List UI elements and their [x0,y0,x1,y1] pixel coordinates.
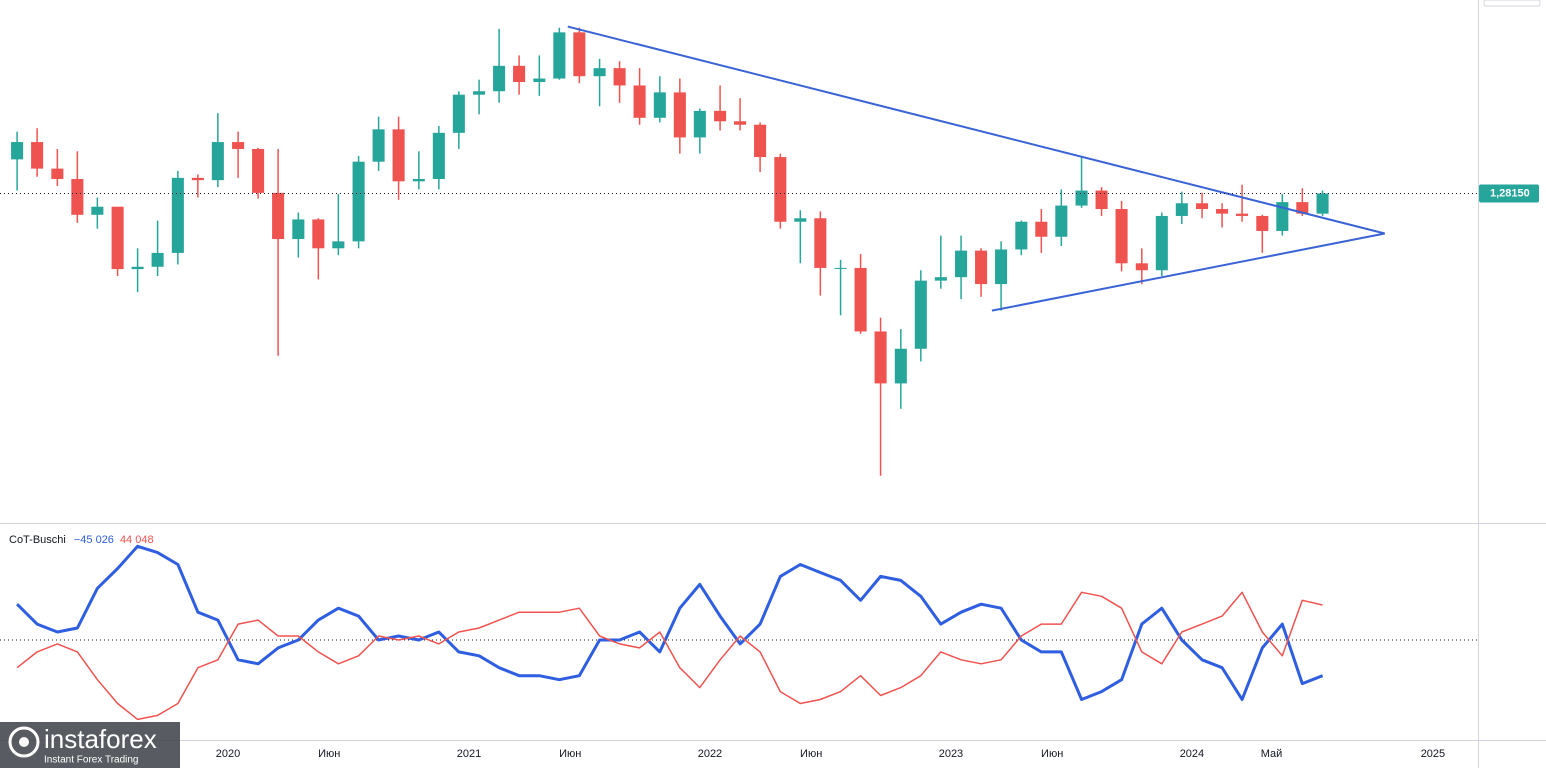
indicator-line [16,544,1324,701]
candle-body [1256,215,1269,231]
candle-body [894,348,907,384]
candle-body [292,219,305,240]
last-price-label: 1,28150 [1490,187,1530,199]
candle-body [1175,203,1188,216]
candle-body [473,91,486,95]
candle-body [1196,203,1209,210]
candle-body [673,92,686,138]
axis-layer: 1,28150 2020 Июн 2021 Июн 2022 Июн 2023 Июн 2024 М… [216,184,1539,760]
watermark-logo-center [19,737,29,747]
candle-body [1055,205,1068,237]
candle-body [372,129,385,162]
candle-body [1075,190,1088,206]
candle-body [171,177,184,253]
candle-body [955,250,968,278]
candle-body [874,331,887,384]
x-tick-label: 2025 [1421,748,1445,760]
candle-body [593,68,606,77]
legend-title: CoT-Buschi [9,534,66,546]
trendline [567,25,1385,235]
candle-body [412,179,425,182]
x-tick-label: Июн [1041,748,1063,760]
watermark: instaforex Instant Forex Trading [0,722,180,768]
legend-value: −45 026 [74,534,114,546]
last-price-tag [1479,184,1539,203]
x-tick-label: Июн [559,748,581,760]
candle-body [131,266,144,270]
candle-body [151,252,164,267]
x-tick-label: Май [1261,748,1283,760]
candle-body [312,219,325,249]
candle-body [513,65,526,82]
candle-body [854,267,867,332]
candle-body [272,192,285,240]
candle-body [533,78,546,82]
x-tick-label: 2024 [1180,748,1204,760]
x-tick-label: 2022 [698,748,722,760]
watermark-title: instaforex [44,724,157,754]
candle-body [71,179,84,215]
trendline [991,232,1385,312]
candle-body [111,206,124,270]
candle-body [11,142,24,160]
candle-body [1095,190,1108,210]
indicator-line [16,591,1323,721]
watermark-subtitle: Instant Forex Trading [44,755,139,766]
candle-body [693,110,706,138]
scale-button[interactable] [1483,0,1541,7]
candle-body [914,280,927,349]
candle-body [191,177,204,181]
legend-value: 44 048 [120,534,154,546]
x-tick-label: Июн [318,748,340,760]
candle-body [1035,221,1048,237]
candle-body [794,218,807,222]
candle-body [975,250,988,285]
candle-body [211,142,224,181]
candle-body [252,148,265,193]
candle-body [1155,215,1168,271]
plot-layer: CoT-Buschi −45 026 44 048 [0,25,1478,721]
candle-body [613,68,626,86]
candle-body [332,241,345,249]
candle-body [51,168,64,180]
candle-body [91,206,104,215]
x-tick-label: 2021 [457,748,481,760]
candle-body [754,124,767,158]
candle-body [1115,209,1128,264]
x-tick-label: 2023 [939,748,963,760]
candle-body [452,94,465,133]
candle-body [653,92,666,118]
candle-body [493,65,506,92]
candle-body [734,121,747,125]
candle-body [995,249,1008,285]
candle-body [392,129,405,182]
candle-body [633,85,646,118]
candle-body [934,277,947,281]
watermark-logo [8,726,40,758]
candle-body [232,142,245,149]
candle-body [553,32,566,79]
candle-body [1296,202,1309,214]
candle-body [1236,213,1249,216]
candle-body [834,267,847,269]
candle-body [1316,193,1329,214]
candle-body [814,218,827,268]
x-tick-label: 2020 [216,748,240,760]
candle-body [432,132,445,180]
candle-body [31,142,44,169]
x-tick-label: Июн [800,748,822,760]
candle-body [1015,221,1028,250]
candle-body [714,110,727,122]
candle-body [774,157,787,222]
candle-body [352,161,365,242]
candle-body [573,32,586,77]
candle-body [1216,209,1229,214]
candle-body [1135,263,1148,271]
